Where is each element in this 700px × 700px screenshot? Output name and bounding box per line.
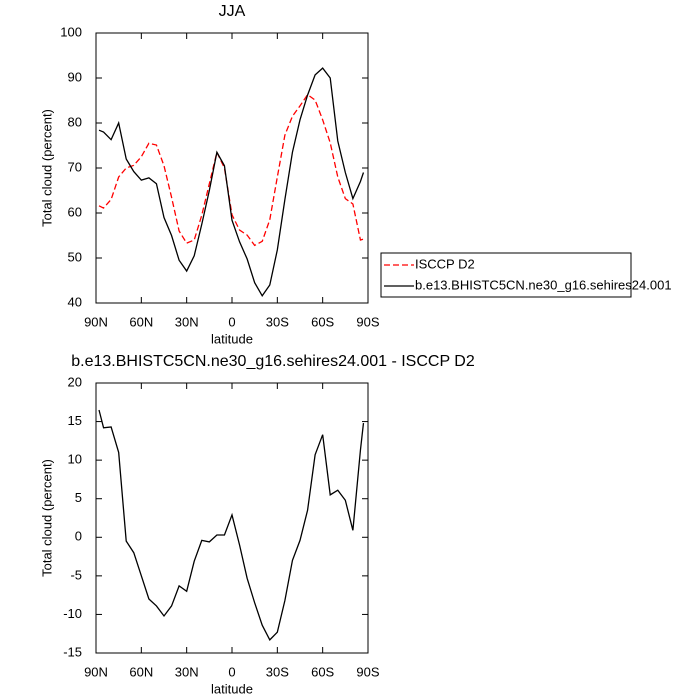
x-axis-label: latitude [211, 331, 253, 346]
legend-label: ISCCP D2 [415, 256, 475, 271]
y-tick-label: 70 [68, 159, 82, 174]
x-tick-label: 90S [356, 664, 379, 679]
x-tick-label: 0 [228, 664, 235, 679]
y-tick-label: -15 [63, 644, 82, 659]
y-tick-label: -10 [63, 606, 82, 621]
y-tick-label: 5 [75, 490, 82, 505]
y-tick-label: 0 [75, 529, 82, 544]
x-axis-label: latitude [211, 681, 253, 696]
x-tick-label: 30S [266, 664, 289, 679]
data-line [98, 67, 365, 298]
chart-title: JJA [219, 3, 246, 20]
x-tick-label: 60N [129, 314, 153, 329]
x-tick-label: 90N [84, 664, 108, 679]
x-tick-label: 30S [266, 314, 289, 329]
y-tick-label: -5 [70, 567, 82, 582]
x-tick-label: 90S [356, 314, 379, 329]
y-tick-label: 100 [60, 24, 82, 39]
data-line [98, 409, 365, 641]
y-tick-label: 50 [68, 249, 82, 264]
legend-label: b.e13.BHISTC5CN.ne30_g16.sehires24.001 [415, 277, 672, 292]
x-tick-label: 60S [311, 664, 334, 679]
legend-box [380, 252, 632, 298]
y-tick-label: 60 [68, 204, 82, 219]
plot-frame [95, 32, 369, 304]
x-tick-label: 30N [175, 314, 199, 329]
y-tick-label: 80 [68, 114, 82, 129]
plot-frame [95, 382, 369, 654]
x-tick-label: 30N [175, 664, 199, 679]
y-axis-label: Total cloud (percent) [39, 109, 54, 227]
y-tick-label: 40 [68, 294, 82, 309]
y-tick-label: 10 [68, 452, 82, 467]
x-tick-label: 90N [84, 314, 108, 329]
x-tick-label: 60N [129, 664, 153, 679]
y-tick-label: 90 [68, 69, 82, 84]
y-tick-label: 15 [68, 413, 82, 428]
y-axis-label: Total cloud (percent) [39, 459, 54, 577]
x-tick-label: 0 [228, 314, 235, 329]
x-tick-label: 60S [311, 314, 334, 329]
data-line [98, 93, 364, 247]
chart-title: b.e13.BHISTC5CN.ne30_g16.sehires24.001 -… [71, 353, 475, 370]
y-tick-label: 20 [68, 374, 82, 389]
